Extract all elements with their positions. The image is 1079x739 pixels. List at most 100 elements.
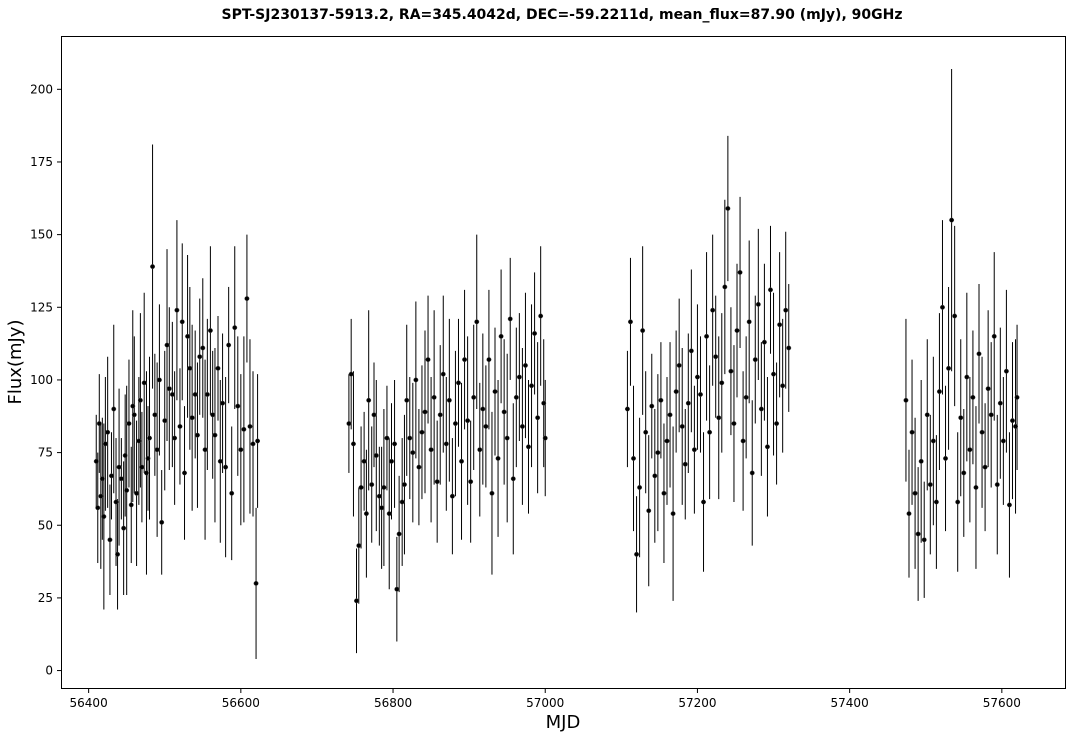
x-tick-label: 57000 <box>526 696 564 710</box>
data-point <box>366 397 372 403</box>
data-point <box>474 319 480 325</box>
data-point <box>145 455 151 461</box>
data-point <box>102 441 108 447</box>
data-point <box>655 450 661 456</box>
data-point <box>501 409 507 415</box>
data-point <box>159 519 165 525</box>
data-point <box>363 511 369 517</box>
data-point <box>232 325 238 331</box>
data-point <box>716 415 722 421</box>
data-point <box>903 397 909 403</box>
data-point <box>452 421 458 426</box>
data-point <box>392 441 398 447</box>
data-point <box>994 482 1000 488</box>
data-point <box>428 447 434 453</box>
data-point <box>468 479 474 485</box>
data-point <box>940 304 945 310</box>
data-point <box>786 345 792 351</box>
data-point <box>177 423 183 429</box>
data-point <box>634 551 640 557</box>
data-point <box>988 412 994 418</box>
data-point <box>927 482 933 488</box>
data-point <box>192 392 198 397</box>
y-tick-label: 125 <box>30 300 53 314</box>
data-point <box>740 438 746 444</box>
data-point <box>771 371 776 377</box>
data-point <box>768 287 773 293</box>
data-point <box>389 458 394 464</box>
data-point <box>755 301 761 307</box>
data-point <box>761 339 767 345</box>
data-point <box>137 397 143 403</box>
data-point <box>250 441 256 447</box>
data-point <box>465 418 471 424</box>
data-point <box>997 400 1003 406</box>
data-point <box>101 514 107 519</box>
data-point <box>707 429 713 435</box>
x-tick-label: 56600 <box>222 696 260 710</box>
data-point <box>124 487 130 493</box>
data-point <box>722 284 728 290</box>
x-tick-label: 56400 <box>70 696 108 710</box>
data-point <box>139 464 145 470</box>
data-point <box>223 464 229 470</box>
data-point <box>649 403 655 409</box>
data-point <box>701 499 706 505</box>
data-point <box>437 412 443 418</box>
data-point <box>410 450 416 456</box>
data-point <box>906 511 912 517</box>
data-point <box>141 380 147 386</box>
data-point <box>105 429 111 435</box>
data-point <box>541 400 547 406</box>
data-point <box>185 333 191 339</box>
data-point <box>446 397 452 403</box>
data-point <box>118 476 124 482</box>
data-point <box>98 493 104 499</box>
data-point <box>646 508 652 514</box>
data-point <box>156 377 162 383</box>
data-point <box>1010 418 1015 424</box>
data-point <box>346 421 352 426</box>
data-point <box>967 447 973 453</box>
data-point <box>1003 368 1009 374</box>
data-point <box>130 403 136 409</box>
data-point <box>449 493 455 499</box>
data-point <box>930 438 936 444</box>
data-point <box>99 476 105 482</box>
data-point <box>510 476 516 482</box>
data-point <box>384 435 390 441</box>
data-point <box>685 400 691 406</box>
data-point <box>431 394 437 400</box>
data-point <box>492 389 498 395</box>
y-axis-label: Flux(mJy) <box>5 320 26 405</box>
data-point <box>764 444 770 450</box>
data-point <box>731 421 737 426</box>
data-point <box>402 482 407 488</box>
data-point <box>195 432 200 438</box>
data-point <box>516 374 522 380</box>
x-tick-label: 57200 <box>678 696 716 710</box>
data-point <box>936 389 942 395</box>
data-point <box>226 342 232 348</box>
data-point <box>958 415 964 421</box>
data-point <box>253 580 259 586</box>
data-point <box>728 368 734 374</box>
data-point <box>991 333 997 339</box>
data-point <box>679 423 685 429</box>
y-tick-label: 150 <box>30 228 53 242</box>
data-point <box>522 362 528 368</box>
data-point <box>498 333 504 339</box>
data-point <box>912 490 918 496</box>
data-point <box>152 412 158 418</box>
data-point <box>462 357 468 363</box>
data-point <box>943 455 948 461</box>
data-point <box>504 435 510 441</box>
data-point <box>404 397 410 403</box>
data-point <box>507 316 513 322</box>
data-point <box>443 441 449 447</box>
data-point <box>489 490 495 496</box>
data-point <box>658 397 664 403</box>
data-point <box>179 319 185 325</box>
data-point <box>348 371 354 377</box>
data-point <box>526 444 531 450</box>
